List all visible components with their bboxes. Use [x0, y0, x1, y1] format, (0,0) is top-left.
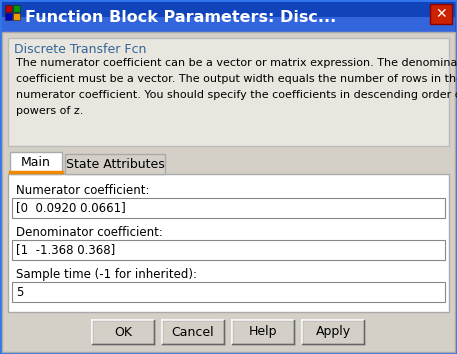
Bar: [8, 174, 449, 312]
Text: Main: Main: [21, 156, 51, 170]
Bar: [162, 320, 224, 344]
Bar: [10, 152, 62, 174]
Bar: [65, 154, 165, 174]
Bar: [302, 320, 364, 344]
Text: [1  -1.368 0.368]: [1 -1.368 0.368]: [16, 244, 115, 257]
Bar: [92, 320, 154, 344]
Text: Apply: Apply: [315, 325, 351, 338]
Text: 5: 5: [16, 285, 23, 298]
Bar: [5, 5, 12, 12]
Text: Numerator coefficient:: Numerator coefficient:: [16, 184, 149, 197]
Text: Help: Help: [249, 325, 277, 338]
Text: Discrete Transfer Fcn: Discrete Transfer Fcn: [14, 43, 146, 56]
Bar: [13, 5, 20, 12]
Text: Denominator coefficient:: Denominator coefficient:: [16, 226, 163, 239]
Text: OK: OK: [114, 325, 132, 338]
Text: powers of z.: powers of z.: [16, 106, 83, 116]
Bar: [13, 13, 20, 20]
Bar: [2, 2, 455, 32]
Text: coefficient must be a vector. The output width equals the number of rows in the: coefficient must be a vector. The output…: [16, 74, 457, 84]
Bar: [430, 4, 452, 24]
Text: Function Block Parameters: Disc...: Function Block Parameters: Disc...: [25, 10, 336, 24]
Text: [0  0.0920 0.0661]: [0 0.0920 0.0661]: [16, 201, 126, 215]
Bar: [12, 282, 445, 302]
Bar: [12, 198, 445, 218]
Bar: [2, 2, 455, 17]
Bar: [8, 38, 449, 146]
Text: ✕: ✕: [435, 7, 447, 21]
Text: Cancel: Cancel: [172, 325, 214, 338]
Text: The numerator coefficient can be a vector or matrix expression. The denominator: The numerator coefficient can be a vecto…: [16, 58, 457, 68]
Text: State Attributes: State Attributes: [66, 158, 165, 171]
Bar: [12, 240, 445, 260]
Bar: [5, 13, 12, 20]
Bar: [232, 320, 294, 344]
Text: numerator coefficient. You should specify the coefficients in descending order o: numerator coefficient. You should specif…: [16, 90, 457, 100]
Text: Sample time (-1 for inherited):: Sample time (-1 for inherited):: [16, 268, 197, 281]
